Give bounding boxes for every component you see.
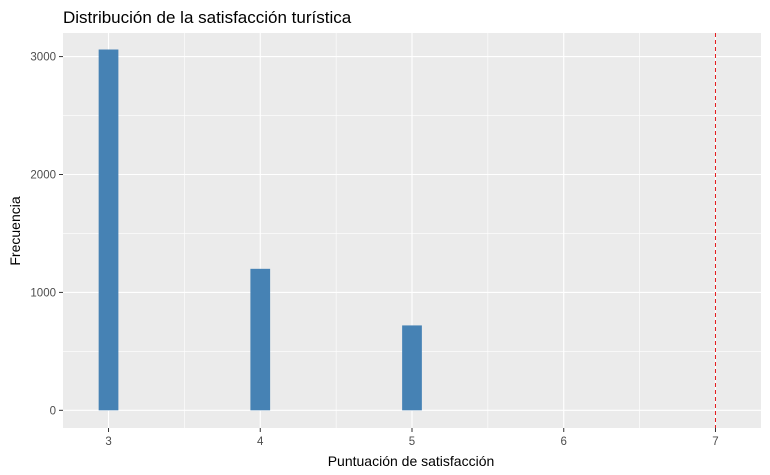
x-tick-label: 7 [712,436,718,448]
y-tick-label: 1000 [30,287,56,299]
bar-score-3 [98,49,119,411]
x-tick-label: 4 [257,436,264,448]
chart-title: Distribución de la satisfacción turístic… [63,8,352,27]
x-tick-label: 5 [409,436,415,448]
x-axis-title: Puntuación de satisfacción [328,453,495,469]
y-tick-label: 0 [50,405,56,417]
x-tick-label: 3 [105,436,111,448]
y-axis-title: Frecuencia [7,196,23,265]
x-tick-label: 6 [561,436,567,448]
bars [98,49,422,411]
y-tick-label: 3000 [30,52,56,64]
bar-score-4 [250,268,271,411]
axis-ticks: 3 4 5 6 7 0 1000 2000 3000 [30,52,718,448]
y-tick-label: 2000 [30,169,56,181]
bar-score-5 [402,325,422,411]
